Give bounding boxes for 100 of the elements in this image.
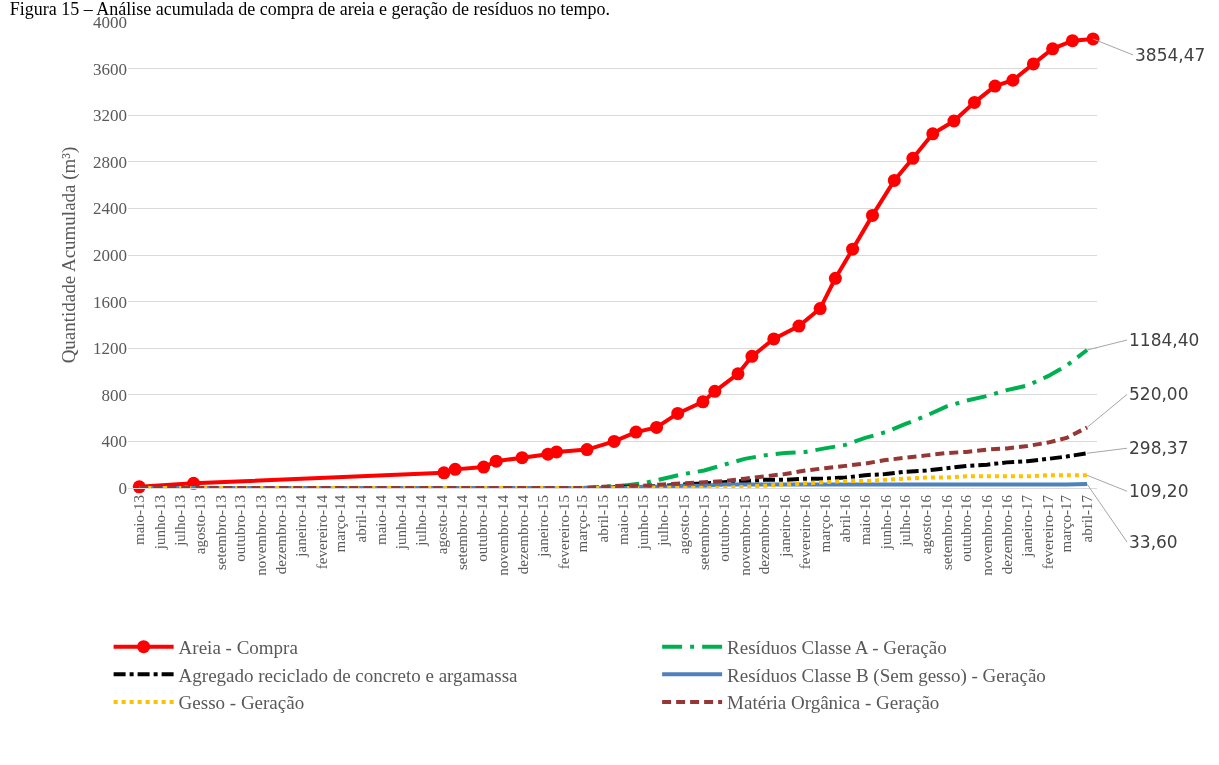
point bbox=[607, 434, 621, 448]
point bbox=[887, 173, 901, 187]
point bbox=[437, 466, 451, 480]
legend-label: Resíduos Classe B (Sem gesso) - Geração bbox=[727, 664, 1046, 687]
point bbox=[767, 332, 781, 346]
point bbox=[813, 302, 827, 316]
point bbox=[988, 79, 1002, 93]
x-tick-label: fevereiro-15 bbox=[555, 495, 572, 570]
y-axis-title: Quantidade Acumulada (m³) bbox=[57, 146, 80, 364]
point bbox=[708, 384, 722, 398]
data-label: 33,60 bbox=[1129, 532, 1178, 552]
x-tick-label: outubro-16 bbox=[958, 494, 975, 562]
point bbox=[947, 114, 961, 128]
x-tick-label: janeiro-14 bbox=[293, 494, 310, 558]
legend-label: Resíduos Classe A - Geração bbox=[727, 637, 947, 659]
x-tick-label: setembro-14 bbox=[454, 494, 471, 570]
point bbox=[477, 460, 491, 474]
data-label: 109,20 bbox=[1129, 481, 1189, 501]
point bbox=[550, 445, 564, 459]
point bbox=[696, 395, 710, 409]
x-tick-label: maio-15 bbox=[614, 495, 631, 545]
x-tick-label: outubro-15 bbox=[715, 495, 732, 562]
x-tick-label: agosto-13 bbox=[192, 495, 209, 555]
y-tick-label: 3600 bbox=[93, 59, 127, 79]
x-tick-label: novembro-13 bbox=[253, 495, 270, 576]
x-tick-label: agosto-15 bbox=[675, 495, 692, 555]
point bbox=[745, 349, 759, 363]
point bbox=[629, 425, 643, 439]
y-tick-label: 1200 bbox=[93, 339, 127, 359]
x-tick-label: fevereiro-14 bbox=[313, 494, 330, 570]
y-tick-label: 2800 bbox=[93, 152, 127, 172]
data-label: 3854,47 bbox=[1135, 45, 1206, 65]
x-tick-label: junho-14 bbox=[393, 494, 410, 551]
x-tick-label: junho-13 bbox=[151, 495, 168, 551]
point bbox=[865, 208, 879, 222]
x-tick-label: junho-16 bbox=[877, 494, 894, 551]
x-tick-label: abril-16 bbox=[837, 494, 854, 543]
x-tick-label: julho-16 bbox=[897, 494, 914, 547]
y-tick-label: 2400 bbox=[93, 199, 127, 219]
y-tick-label: 400 bbox=[101, 432, 127, 452]
point bbox=[489, 454, 503, 468]
y-tick-label: 2000 bbox=[93, 245, 127, 265]
y-tick-label: 1600 bbox=[93, 292, 127, 312]
x-tick-label: março-17 bbox=[1058, 494, 1075, 553]
x-tick-label: setembro-15 bbox=[696, 495, 713, 570]
x-tick-label: junho-15 bbox=[635, 495, 652, 551]
point bbox=[906, 151, 920, 165]
x-tick-label: março-14 bbox=[332, 494, 349, 553]
x-tick-label: março-16 bbox=[816, 494, 833, 553]
x-tick-label: abril-14 bbox=[353, 494, 370, 543]
legend-label: Areia - Compra bbox=[178, 637, 299, 659]
x-tick-label: dezembro-14 bbox=[514, 494, 531, 575]
x-tick-label: julho-14 bbox=[413, 494, 430, 547]
point bbox=[792, 319, 806, 333]
x-tick-label: novembro-16 bbox=[978, 494, 995, 576]
x-tick-label: agosto-16 bbox=[917, 494, 934, 555]
point bbox=[967, 95, 981, 109]
point bbox=[731, 367, 745, 381]
y-tick-label: 3200 bbox=[93, 106, 127, 126]
point bbox=[671, 406, 685, 420]
point bbox=[1046, 42, 1060, 56]
y-tick-label: 800 bbox=[101, 385, 127, 405]
x-tick-label: março-15 bbox=[574, 495, 591, 553]
data-label: 298,37 bbox=[1129, 438, 1189, 458]
point bbox=[580, 443, 594, 457]
x-tick-label: dezembro-16 bbox=[998, 494, 1015, 575]
point bbox=[1026, 57, 1040, 71]
legend-label: Gesso - Geração bbox=[178, 692, 305, 714]
x-tick-label: fevereiro-16 bbox=[797, 494, 814, 570]
x-tick-label: maio-16 bbox=[857, 494, 874, 545]
x-tick-label: maio-14 bbox=[372, 494, 389, 545]
x-tick-label: julho-15 bbox=[655, 495, 672, 547]
data-label: 1184,40 bbox=[1129, 330, 1200, 350]
x-tick-label: janeiro-15 bbox=[535, 495, 552, 558]
x-tick-label: julho-13 bbox=[171, 495, 188, 547]
x-tick-label: janeiro-16 bbox=[776, 494, 793, 558]
x-tick-label: agosto-14 bbox=[433, 494, 450, 555]
x-tick-label: dezembro-15 bbox=[756, 495, 773, 575]
data-label: 520,00 bbox=[1129, 384, 1189, 404]
x-tick-label: setembro-13 bbox=[212, 495, 229, 570]
x-tick-label: outubro-14 bbox=[474, 494, 491, 562]
point bbox=[828, 271, 842, 285]
legend-label: Agregado reciclado de concreto e argamassa bbox=[178, 664, 519, 686]
x-tick-label: janeiro-17 bbox=[1019, 494, 1036, 558]
y-tick-label: 0 bbox=[118, 478, 127, 498]
point bbox=[926, 127, 940, 141]
point bbox=[846, 242, 860, 256]
x-tick-label: dezembro-13 bbox=[272, 495, 289, 575]
point bbox=[515, 451, 529, 465]
point bbox=[448, 462, 462, 476]
point bbox=[650, 420, 664, 434]
x-tick-label: fevereiro-17 bbox=[1039, 494, 1056, 570]
x-tick-label: novembro-15 bbox=[736, 495, 753, 576]
point bbox=[1006, 73, 1020, 87]
x-tick-label: novembro-14 bbox=[494, 494, 511, 576]
x-tick-label: setembro-16 bbox=[938, 494, 955, 570]
x-tick-label: abril-15 bbox=[594, 495, 611, 543]
x-tick-label: abril-17 bbox=[1078, 494, 1095, 543]
legend-label: Matéria Orgânica - Geração bbox=[727, 692, 940, 714]
x-tick-label: outubro-13 bbox=[232, 495, 249, 562]
